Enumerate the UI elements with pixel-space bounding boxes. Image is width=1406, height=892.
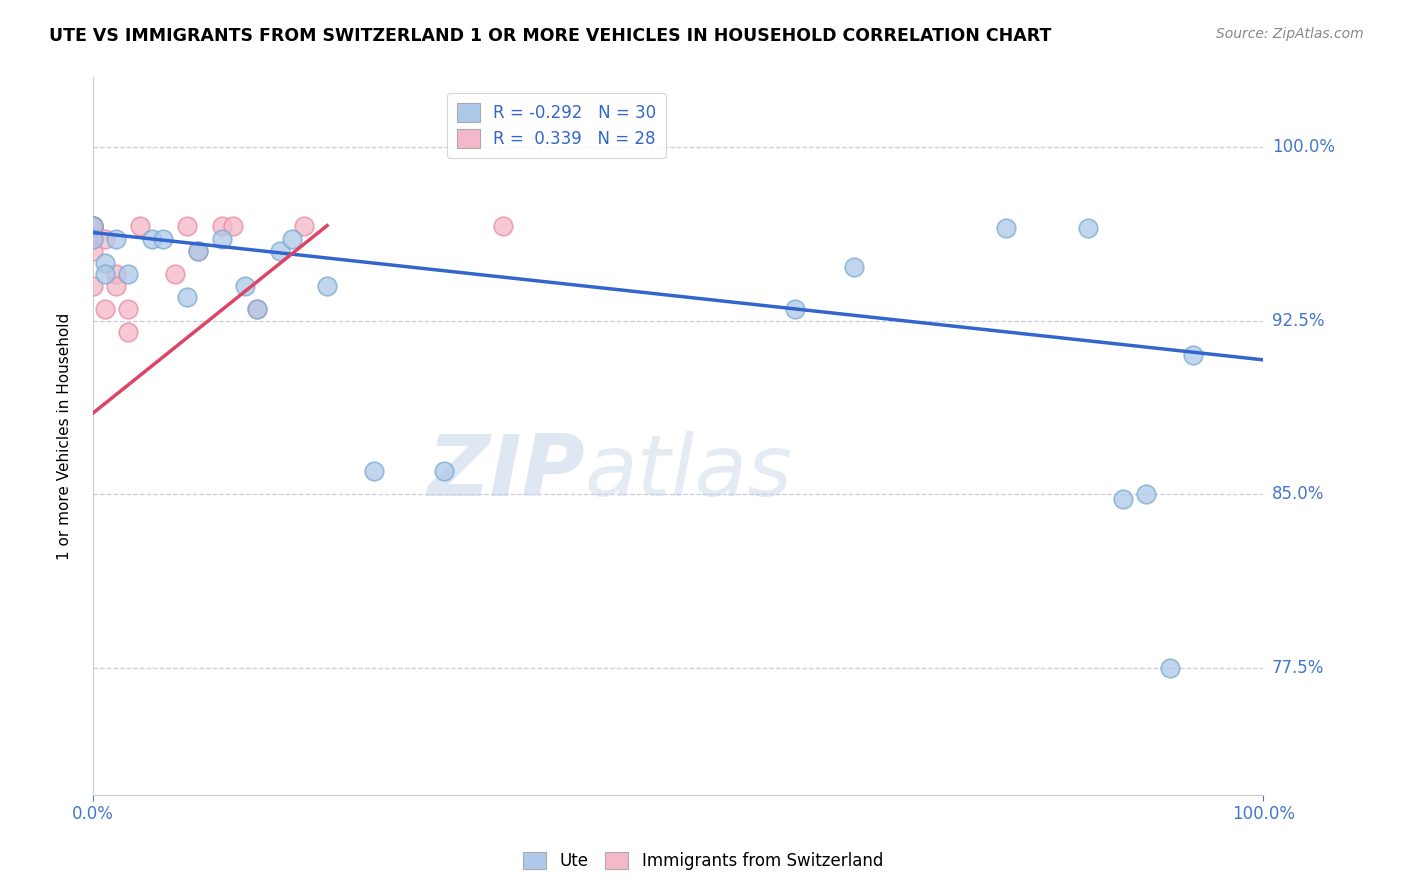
- Point: [176, 219, 198, 233]
- Point: [82, 219, 104, 233]
- Text: atlas: atlas: [585, 431, 793, 514]
- Point: [187, 244, 209, 258]
- Point: [1077, 221, 1099, 235]
- Point: [128, 219, 150, 233]
- Point: [176, 290, 198, 304]
- Point: [105, 267, 128, 281]
- Point: [82, 219, 104, 233]
- Point: [246, 301, 269, 316]
- Legend: Ute, Immigrants from Switzerland: Ute, Immigrants from Switzerland: [516, 845, 890, 877]
- Point: [281, 232, 304, 246]
- Point: [105, 232, 128, 246]
- Point: [117, 301, 139, 316]
- Point: [82, 219, 104, 233]
- Point: [82, 232, 104, 246]
- Text: 85.0%: 85.0%: [1272, 485, 1324, 503]
- Text: Source: ZipAtlas.com: Source: ZipAtlas.com: [1216, 27, 1364, 41]
- Point: [492, 219, 515, 233]
- Point: [1112, 491, 1135, 506]
- Point: [105, 278, 128, 293]
- Point: [117, 267, 139, 281]
- Point: [82, 244, 104, 258]
- Point: [211, 219, 233, 233]
- Point: [93, 301, 115, 316]
- Point: [82, 219, 104, 233]
- Point: [433, 464, 456, 478]
- Point: [82, 278, 104, 293]
- Point: [82, 219, 104, 233]
- Point: [1135, 487, 1157, 501]
- Y-axis label: 1 or more Vehicles in Household: 1 or more Vehicles in Household: [58, 312, 72, 560]
- Point: [842, 260, 865, 275]
- Point: [292, 219, 315, 233]
- Point: [233, 278, 256, 293]
- Point: [82, 219, 104, 233]
- Text: ZIP: ZIP: [427, 431, 585, 514]
- Point: [222, 219, 245, 233]
- Legend: R = -0.292   N = 30, R =  0.339   N = 28: R = -0.292 N = 30, R = 0.339 N = 28: [447, 93, 666, 158]
- Point: [246, 301, 269, 316]
- Point: [1182, 348, 1205, 362]
- Text: 77.5%: 77.5%: [1272, 659, 1324, 677]
- Point: [785, 301, 807, 316]
- Text: 100.0%: 100.0%: [1272, 138, 1334, 156]
- Point: [82, 219, 104, 233]
- Point: [82, 232, 104, 246]
- Point: [93, 267, 115, 281]
- Point: [152, 232, 174, 246]
- Text: UTE VS IMMIGRANTS FROM SWITZERLAND 1 OR MORE VEHICLES IN HOUSEHOLD CORRELATION C: UTE VS IMMIGRANTS FROM SWITZERLAND 1 OR …: [49, 27, 1052, 45]
- Point: [163, 267, 186, 281]
- Point: [1159, 661, 1181, 675]
- Point: [211, 232, 233, 246]
- Point: [994, 221, 1017, 235]
- Point: [269, 244, 291, 258]
- Point: [117, 325, 139, 339]
- Point: [363, 464, 385, 478]
- Point: [93, 255, 115, 269]
- Point: [141, 232, 163, 246]
- Point: [316, 278, 339, 293]
- Text: 92.5%: 92.5%: [1272, 311, 1324, 329]
- Point: [187, 244, 209, 258]
- Point: [93, 232, 115, 246]
